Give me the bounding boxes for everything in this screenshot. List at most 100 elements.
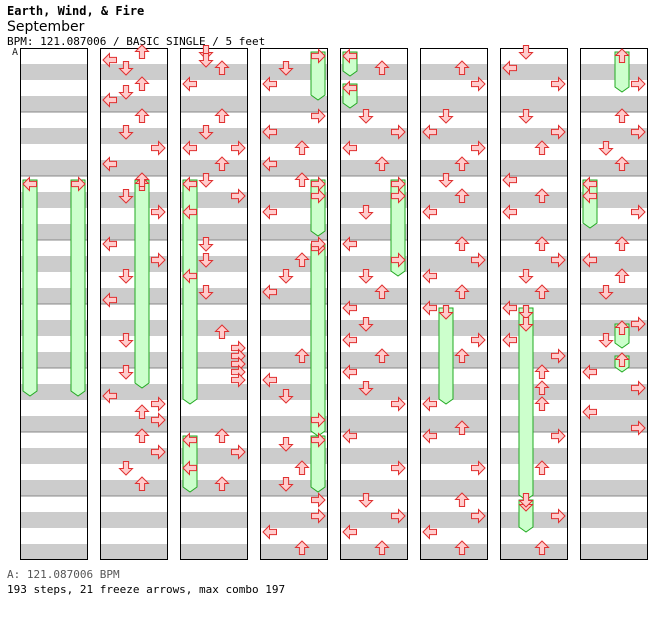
beat-stripe <box>500 192 568 208</box>
step-arrow-left <box>502 204 517 220</box>
step-arrow-right <box>311 412 326 428</box>
step-arrow-left <box>262 204 277 220</box>
step-arrow-down <box>598 141 614 156</box>
beat-stripe <box>340 416 408 432</box>
step-arrow-left <box>342 332 357 348</box>
freeze-head-arrow-left <box>182 176 197 192</box>
beat-stripe <box>580 96 648 112</box>
step-arrow-up <box>374 540 390 555</box>
step-arrow-up <box>134 404 150 419</box>
step-arrow-right <box>391 188 406 204</box>
step-arrow-down <box>358 109 374 124</box>
step-arrow-up <box>534 460 550 475</box>
step-arrow-left <box>342 364 357 380</box>
step-arrow-down <box>358 493 374 508</box>
step-arrow-left <box>102 52 117 68</box>
song-title: September <box>7 19 85 35</box>
footer-bpm: A: 121.087006 BPM <box>7 568 120 581</box>
beat-stripe <box>20 448 88 464</box>
beat-stripe <box>500 288 568 304</box>
beat-stripe <box>340 448 408 464</box>
beat-stripe <box>260 96 328 112</box>
step-arrow-up <box>614 268 630 283</box>
step-arrow-left <box>582 188 597 204</box>
beat-stripe <box>20 64 88 80</box>
step-arrow-up <box>534 364 550 379</box>
step-arrow-down <box>198 173 214 188</box>
step-arrow-down <box>358 205 374 220</box>
step-arrow-down <box>358 317 374 332</box>
chart-column <box>20 48 88 560</box>
step-arrow-left <box>422 300 437 316</box>
step-arrow-down <box>518 269 534 284</box>
step-arrow-left <box>582 364 597 380</box>
beat-stripe <box>340 384 408 400</box>
step-arrow-down <box>198 53 214 68</box>
step-arrow-up <box>214 476 230 491</box>
step-arrow-left <box>502 300 517 316</box>
beat-stripe <box>100 320 168 336</box>
freeze-head-arrow-down <box>438 305 454 320</box>
beat-stripe <box>260 544 328 560</box>
step-arrow-up <box>534 396 550 411</box>
beat-stripe <box>180 544 248 560</box>
step-arrow-up <box>214 324 230 339</box>
beat-stripe <box>500 160 568 176</box>
step-arrow-left <box>582 252 597 268</box>
step-arrow-down <box>198 237 214 252</box>
column-border <box>260 48 328 560</box>
beat-stripe <box>580 480 648 496</box>
step-arrow-up <box>534 540 550 555</box>
step-arrow-right <box>391 124 406 140</box>
step-arrow-right <box>311 508 326 524</box>
beat-stripe <box>100 224 168 240</box>
step-arrow-up <box>294 540 310 555</box>
chart-column <box>260 48 328 560</box>
step-arrow-up <box>134 108 150 123</box>
footer-stats: 193 steps, 21 freeze arrows, max combo 1… <box>7 583 286 596</box>
step-arrow-up <box>454 60 470 75</box>
step-arrow-up <box>214 156 230 171</box>
beat-stripe <box>500 96 568 112</box>
freeze-arrow <box>134 179 150 389</box>
step-arrow-right <box>391 460 406 476</box>
step-arrow-down <box>198 253 214 268</box>
step-arrow-down <box>518 109 534 124</box>
step-arrow-right <box>311 492 326 508</box>
chart-column <box>180 45 248 560</box>
step-arrow-up <box>214 60 230 75</box>
step-arrow-down <box>598 285 614 300</box>
step-arrow-right <box>391 508 406 524</box>
freeze-head-arrow-right <box>71 176 86 192</box>
step-arrow-up <box>614 236 630 251</box>
step-arrow-left <box>182 460 197 476</box>
step-arrow-left <box>102 236 117 252</box>
column-border <box>580 48 648 560</box>
beat-stripe <box>340 544 408 560</box>
step-arrow-down <box>118 61 134 76</box>
beat-stripe <box>580 160 648 176</box>
beat-stripe <box>100 544 168 560</box>
freeze-arrow <box>310 51 326 101</box>
beat-stripe <box>500 448 568 464</box>
step-arrow-up <box>374 60 390 75</box>
step-arrow-left <box>342 524 357 540</box>
beat-stripe <box>420 384 488 400</box>
chart-column <box>340 48 408 560</box>
beat-stripe <box>340 480 408 496</box>
chart-column <box>580 48 648 560</box>
step-arrow-right <box>631 380 646 396</box>
freeze-head-arrow-left <box>342 48 357 64</box>
step-arrow-down <box>518 493 534 508</box>
step-arrow-up <box>534 380 550 395</box>
step-arrow-up <box>454 348 470 363</box>
beat-stripe <box>580 448 648 464</box>
step-arrow-right <box>231 372 246 388</box>
freeze-head-arrow-up <box>614 48 630 63</box>
beat-stripe <box>20 416 88 432</box>
step-arrow-left <box>502 172 517 188</box>
step-arrow-left <box>262 124 277 140</box>
step-arrow-up <box>534 236 550 251</box>
step-arrow-up <box>134 428 150 443</box>
beat-stripe <box>420 416 488 432</box>
